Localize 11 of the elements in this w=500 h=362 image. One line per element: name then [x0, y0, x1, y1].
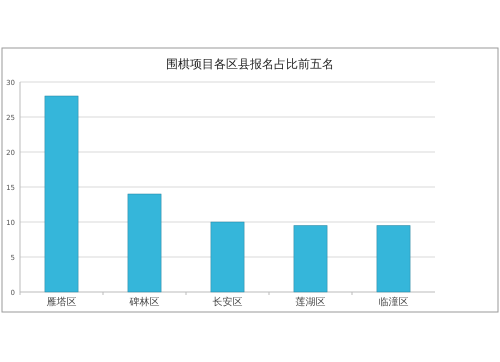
x-tick-label: 碑林区: [128, 296, 160, 308]
x-tick-label: 临潼区: [378, 296, 408, 308]
bar: [376, 225, 410, 292]
bar: [294, 225, 328, 292]
bar: [44, 96, 78, 292]
x-tick-label: 长安区: [212, 296, 242, 308]
x-tick-label: 雁塔区: [46, 296, 76, 308]
bar: [128, 194, 162, 292]
bar: [210, 222, 244, 292]
chart-title: 围棋项目各区县报名占比前五名: [166, 57, 334, 71]
x-tick-label: 莲湖区: [296, 296, 326, 308]
